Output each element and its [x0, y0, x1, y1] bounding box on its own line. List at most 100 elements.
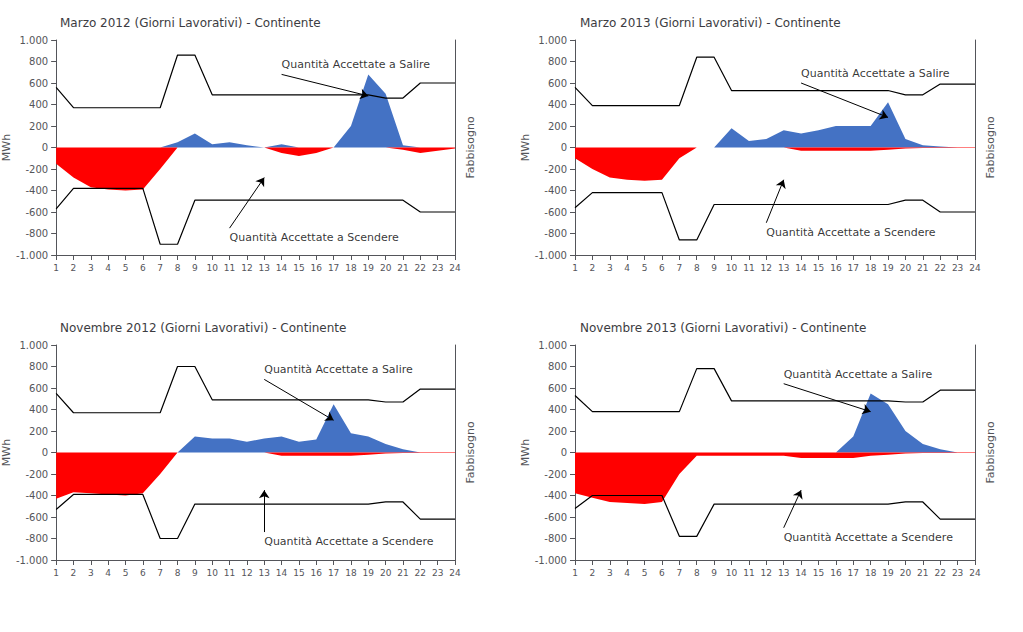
svg-text:6: 6: [659, 263, 665, 273]
svg-text:5: 5: [123, 263, 129, 273]
svg-text:0: 0: [561, 142, 567, 153]
svg-text:200: 200: [29, 426, 48, 437]
svg-text:1.000: 1.000: [538, 340, 567, 351]
svg-text:Fabbisogno: Fabbisogno: [984, 421, 997, 483]
svg-text:16: 16: [830, 568, 842, 578]
svg-text:6: 6: [140, 263, 146, 273]
svg-text:18: 18: [865, 263, 877, 273]
svg-text:15: 15: [293, 568, 304, 578]
svg-text:-400: -400: [544, 490, 567, 501]
svg-text:24: 24: [969, 263, 981, 273]
svg-text:10: 10: [726, 568, 738, 578]
svg-text:1.000: 1.000: [19, 340, 48, 351]
svg-text:-1.000: -1.000: [535, 555, 567, 566]
svg-text:-200: -200: [25, 469, 48, 480]
svg-text:12: 12: [241, 568, 252, 578]
svg-text:6: 6: [659, 568, 665, 578]
svg-text:8: 8: [694, 263, 700, 273]
svg-text:600: 600: [29, 383, 48, 394]
svg-text:Quantità Accettate a Scendere: Quantità Accettate a Scendere: [784, 531, 953, 544]
svg-text:3: 3: [607, 263, 613, 273]
svg-text:20: 20: [900, 568, 912, 578]
svg-text:10: 10: [206, 263, 218, 273]
svg-text:800: 800: [29, 56, 48, 67]
svg-text:7: 7: [157, 568, 163, 578]
svg-text:14: 14: [276, 263, 288, 273]
svg-text:23: 23: [432, 568, 443, 578]
svg-text:800: 800: [29, 361, 48, 372]
svg-text:22: 22: [415, 568, 426, 578]
svg-text:-800: -800: [544, 533, 567, 544]
svg-text:1.000: 1.000: [538, 35, 567, 46]
svg-text:5: 5: [642, 568, 648, 578]
svg-text:800: 800: [548, 361, 567, 372]
svg-text:16: 16: [830, 263, 842, 273]
svg-text:22: 22: [934, 568, 945, 578]
svg-text:24: 24: [969, 568, 981, 578]
svg-text:17: 17: [328, 568, 339, 578]
svg-text:200: 200: [29, 121, 48, 132]
svg-text:18: 18: [345, 568, 357, 578]
svg-text:15: 15: [813, 263, 824, 273]
svg-text:13: 13: [259, 263, 270, 273]
svg-text:21: 21: [397, 568, 408, 578]
svg-text:Quantità Accettate a Scendere: Quantità Accettate a Scendere: [264, 535, 433, 548]
svg-text:16: 16: [311, 568, 323, 578]
svg-text:-600: -600: [25, 207, 48, 218]
svg-text:-200: -200: [544, 164, 567, 175]
svg-text:-600: -600: [25, 512, 48, 523]
svg-text:13: 13: [259, 568, 270, 578]
svg-text:-200: -200: [25, 164, 48, 175]
svg-text:1: 1: [572, 568, 578, 578]
svg-text:14: 14: [795, 263, 807, 273]
svg-text:13: 13: [778, 568, 789, 578]
svg-text:12: 12: [761, 568, 772, 578]
svg-text:24: 24: [449, 263, 461, 273]
svg-text:20: 20: [900, 263, 912, 273]
svg-text:4: 4: [105, 263, 111, 273]
svg-text:8: 8: [175, 568, 181, 578]
svg-text:Fabbisogno: Fabbisogno: [464, 421, 477, 483]
svg-text:19: 19: [882, 568, 894, 578]
svg-text:1: 1: [53, 263, 59, 273]
svg-text:15: 15: [813, 568, 824, 578]
svg-text:Quantità Accettate a Scendere: Quantità Accettate a Scendere: [230, 231, 399, 244]
svg-text:11: 11: [743, 568, 754, 578]
svg-text:-1.000: -1.000: [16, 250, 48, 261]
svg-text:600: 600: [548, 383, 567, 394]
svg-text:21: 21: [397, 263, 408, 273]
svg-text:23: 23: [432, 263, 443, 273]
svg-text:Quantità Accettate a Salire: Quantità Accettate a Salire: [801, 67, 950, 80]
svg-text:8: 8: [694, 568, 700, 578]
svg-text:14: 14: [795, 568, 807, 578]
svg-text:9: 9: [711, 263, 717, 273]
svg-text:12: 12: [241, 263, 252, 273]
svg-text:4: 4: [105, 568, 111, 578]
svg-text:Quantità Accettate a Salire: Quantità Accettate a Salire: [264, 363, 413, 376]
svg-text:20: 20: [380, 568, 392, 578]
svg-text:-1.000: -1.000: [535, 250, 567, 261]
svg-text:400: 400: [29, 404, 48, 415]
svg-text:Novembre 2012 (Giorni Lavorati: Novembre 2012 (Giorni Lavorativi) - Cont…: [60, 321, 346, 335]
svg-text:Fabbisogno: Fabbisogno: [984, 116, 997, 178]
svg-text:Quantità Accettate a Salire: Quantità Accettate a Salire: [784, 368, 933, 381]
svg-text:200: 200: [548, 121, 567, 132]
svg-text:23: 23: [952, 263, 963, 273]
svg-text:19: 19: [363, 568, 375, 578]
svg-text:18: 18: [865, 568, 877, 578]
svg-text:600: 600: [29, 78, 48, 89]
svg-text:-400: -400: [25, 185, 48, 196]
svg-text:20: 20: [380, 263, 392, 273]
svg-text:400: 400: [548, 404, 567, 415]
svg-text:600: 600: [548, 78, 567, 89]
svg-text:10: 10: [726, 263, 738, 273]
svg-text:MWh: MWh: [0, 134, 13, 161]
svg-text:Marzo 2013 (Giorni Lavorativi): Marzo 2013 (Giorni Lavorativi) - Contine…: [580, 16, 841, 30]
svg-text:1: 1: [53, 568, 59, 578]
svg-text:400: 400: [548, 99, 567, 110]
svg-text:-200: -200: [544, 469, 567, 480]
svg-text:12: 12: [761, 263, 772, 273]
svg-text:MWh: MWh: [519, 439, 532, 466]
svg-text:14: 14: [276, 568, 288, 578]
svg-text:21: 21: [917, 263, 928, 273]
